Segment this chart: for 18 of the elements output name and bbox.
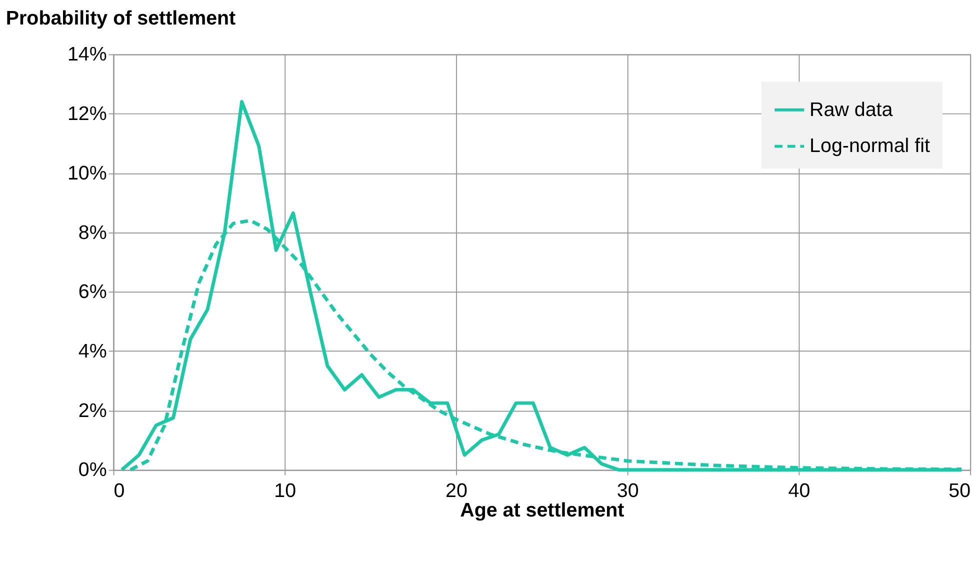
x-tick-label: 10 (274, 480, 296, 502)
x-axis-title: Age at settlement (460, 500, 625, 522)
y-tick-label: 10% (67, 162, 107, 184)
y-tick-label: 4% (78, 340, 107, 362)
y-tick-label: 14% (67, 44, 107, 66)
legend-label: Raw data (810, 98, 893, 121)
x-tick-label: 20 (446, 480, 468, 502)
legend-label: Log-normal fit (810, 135, 930, 158)
x-tick-label: 40 (788, 480, 810, 502)
chart-title: Probability of settlement (6, 8, 236, 30)
y-tick-label: 6% (78, 281, 107, 304)
x-tick-label: 0 (114, 480, 125, 502)
y-tick-label: 12% (67, 103, 107, 126)
x-tick-label: 30 (616, 480, 639, 502)
x-tick-label: 50 (948, 480, 971, 502)
y-tick-label: 8% (78, 222, 107, 244)
y-tick-label: 2% (78, 400, 107, 422)
y-tick-label: 0% (78, 459, 107, 482)
